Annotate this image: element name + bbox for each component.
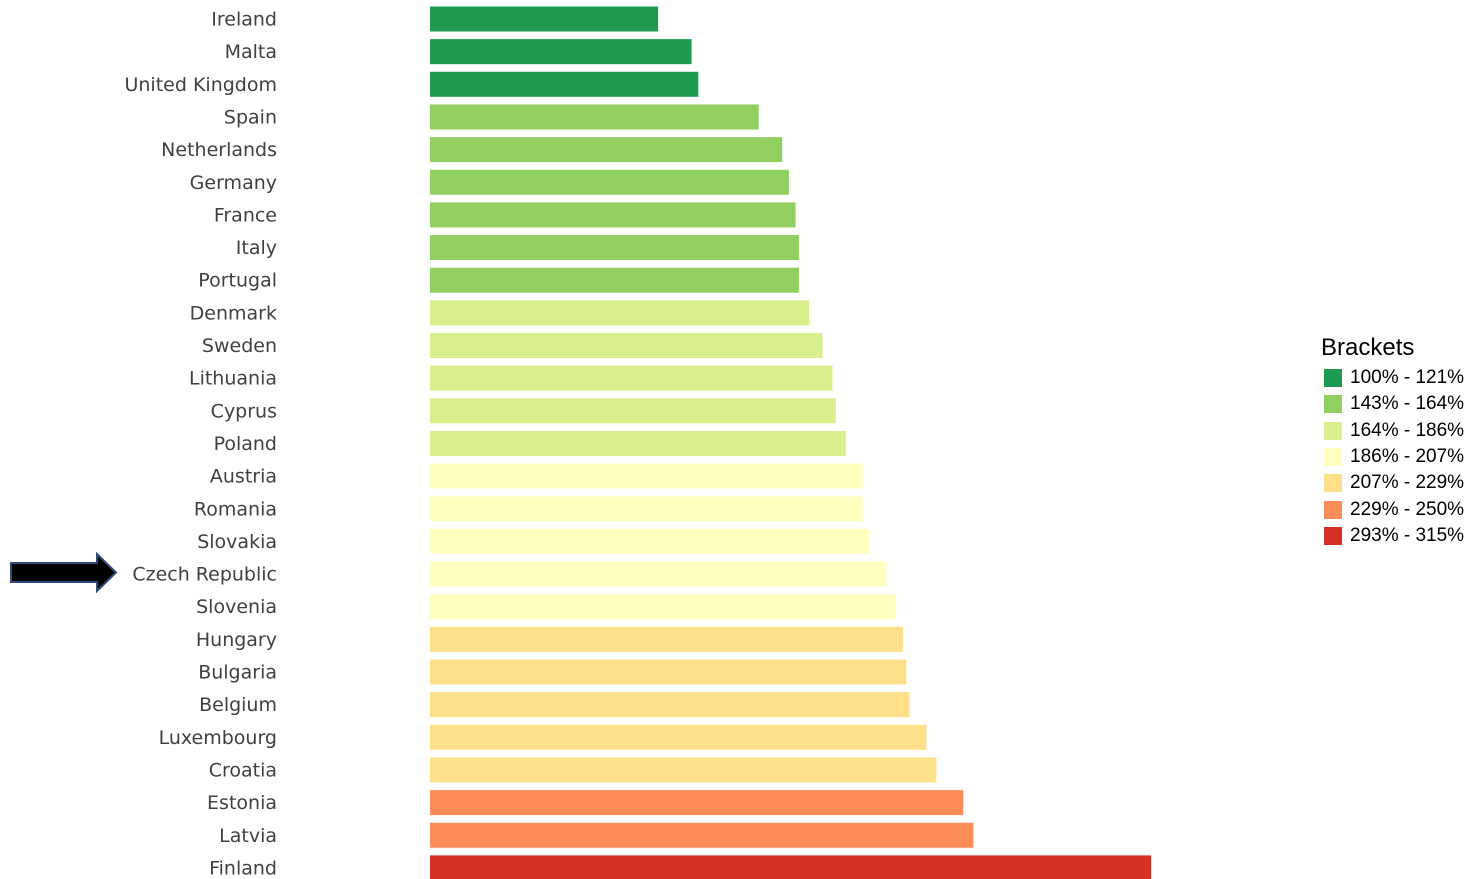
category-label: Germany: [190, 172, 277, 194]
legend-label: 293% - 315%: [1350, 524, 1465, 546]
category-label: Finland: [209, 857, 277, 879]
legend-swatch: [1324, 526, 1342, 545]
highlight-arrow-icon: [10, 551, 118, 594]
category-label: Croatia: [209, 759, 277, 781]
legend-item: 164% - 186%: [1321, 418, 1479, 444]
legend-items: 100% - 121% 143% - 164% 164% - 186% 186% - …: [1321, 365, 1479, 549]
legend-item: 186% - 207%: [1321, 444, 1479, 470]
category-label: Estonia: [207, 792, 277, 814]
category-label: Netherlands: [161, 139, 277, 161]
legend-label: 100% - 121%: [1350, 367, 1465, 389]
bar-sweden: [430, 333, 823, 358]
bar-poland: [430, 430, 846, 456]
category-label: Ireland: [211, 9, 277, 31]
bar-ireland: [430, 6, 659, 32]
bar-hungary: [430, 626, 903, 652]
category-label: Hungary: [196, 629, 277, 651]
bar-slovenia: [430, 594, 897, 620]
bar-cyprus: [430, 398, 836, 424]
bar-finland: [430, 855, 1152, 879]
category-labels: Ireland Malta United Kingdom Spain Netherlan…: [124, 9, 277, 879]
bar-austria: [430, 463, 863, 489]
legend-title: Brackets: [1321, 334, 1415, 361]
legend-label: 143% - 164%: [1350, 393, 1465, 415]
bars: [430, 6, 1152, 879]
legend-item: 207% - 229%: [1321, 470, 1479, 496]
legend-label: 207% - 229%: [1350, 472, 1465, 494]
legend-swatch: [1324, 395, 1342, 414]
category-label: Poland: [214, 433, 277, 455]
category-label: Bulgaria: [198, 662, 277, 684]
bar-bulgaria: [430, 659, 907, 685]
category-label: Belgium: [199, 694, 277, 716]
bar-belgium: [430, 692, 910, 718]
category-label: Portugal: [198, 270, 277, 292]
legend-item: 293% - 315%: [1321, 523, 1479, 549]
category-label: Slovakia: [197, 531, 277, 553]
category-label: Italy: [236, 237, 277, 259]
bar-germany: [430, 169, 789, 195]
legend-swatch: [1324, 448, 1342, 467]
category-label: Sweden: [202, 335, 277, 357]
category-label: Malta: [225, 41, 277, 63]
bar-netherlands: [430, 137, 783, 163]
legend: Brackets 100% - 121% 143% - 164% 164% - 18…: [1321, 334, 1479, 549]
category-label: Luxembourg: [159, 727, 277, 749]
bar-romania: [430, 496, 863, 522]
bar-luxembourg: [430, 724, 927, 750]
bar-lithuania: [430, 365, 833, 391]
bar-croatia: [430, 757, 937, 783]
legend-swatch: [1324, 421, 1342, 440]
bar-estonia: [430, 790, 964, 816]
bar-france: [430, 202, 796, 228]
legend-label: 164% - 186%: [1350, 419, 1465, 441]
bar-latvia: [430, 822, 974, 848]
bar-malta: [430, 39, 692, 65]
category-label: Romania: [194, 498, 277, 520]
legend-swatch: [1324, 500, 1342, 519]
bar-portugal: [430, 267, 799, 293]
bar-slovakia: [430, 528, 870, 554]
category-label: Slovenia: [196, 596, 277, 618]
bar-italy: [430, 235, 799, 261]
legend-item: 100% - 121%: [1321, 365, 1479, 391]
category-label: Lithuania: [189, 368, 277, 390]
category-label: Czech Republic: [132, 564, 277, 586]
bar-united-kingdom: [430, 71, 699, 97]
legend-label: 229% - 250%: [1350, 498, 1465, 520]
legend-item: 143% - 164%: [1321, 391, 1479, 417]
bar-czech-republic: [430, 561, 887, 587]
legend-swatch: [1324, 369, 1342, 388]
bar-denmark: [430, 300, 809, 326]
category-label: Denmark: [190, 302, 277, 324]
category-label: Cyprus: [211, 400, 277, 422]
category-label: Austria: [210, 466, 277, 488]
legend-swatch: [1324, 474, 1342, 493]
category-label: France: [214, 204, 277, 226]
category-label: United Kingdom: [124, 74, 277, 96]
legend-label: 186% - 207%: [1350, 446, 1465, 468]
category-label: Spain: [224, 106, 277, 128]
bar-spain: [430, 104, 759, 130]
legend-item: 229% - 250%: [1321, 496, 1479, 522]
category-label: Latvia: [219, 825, 277, 847]
